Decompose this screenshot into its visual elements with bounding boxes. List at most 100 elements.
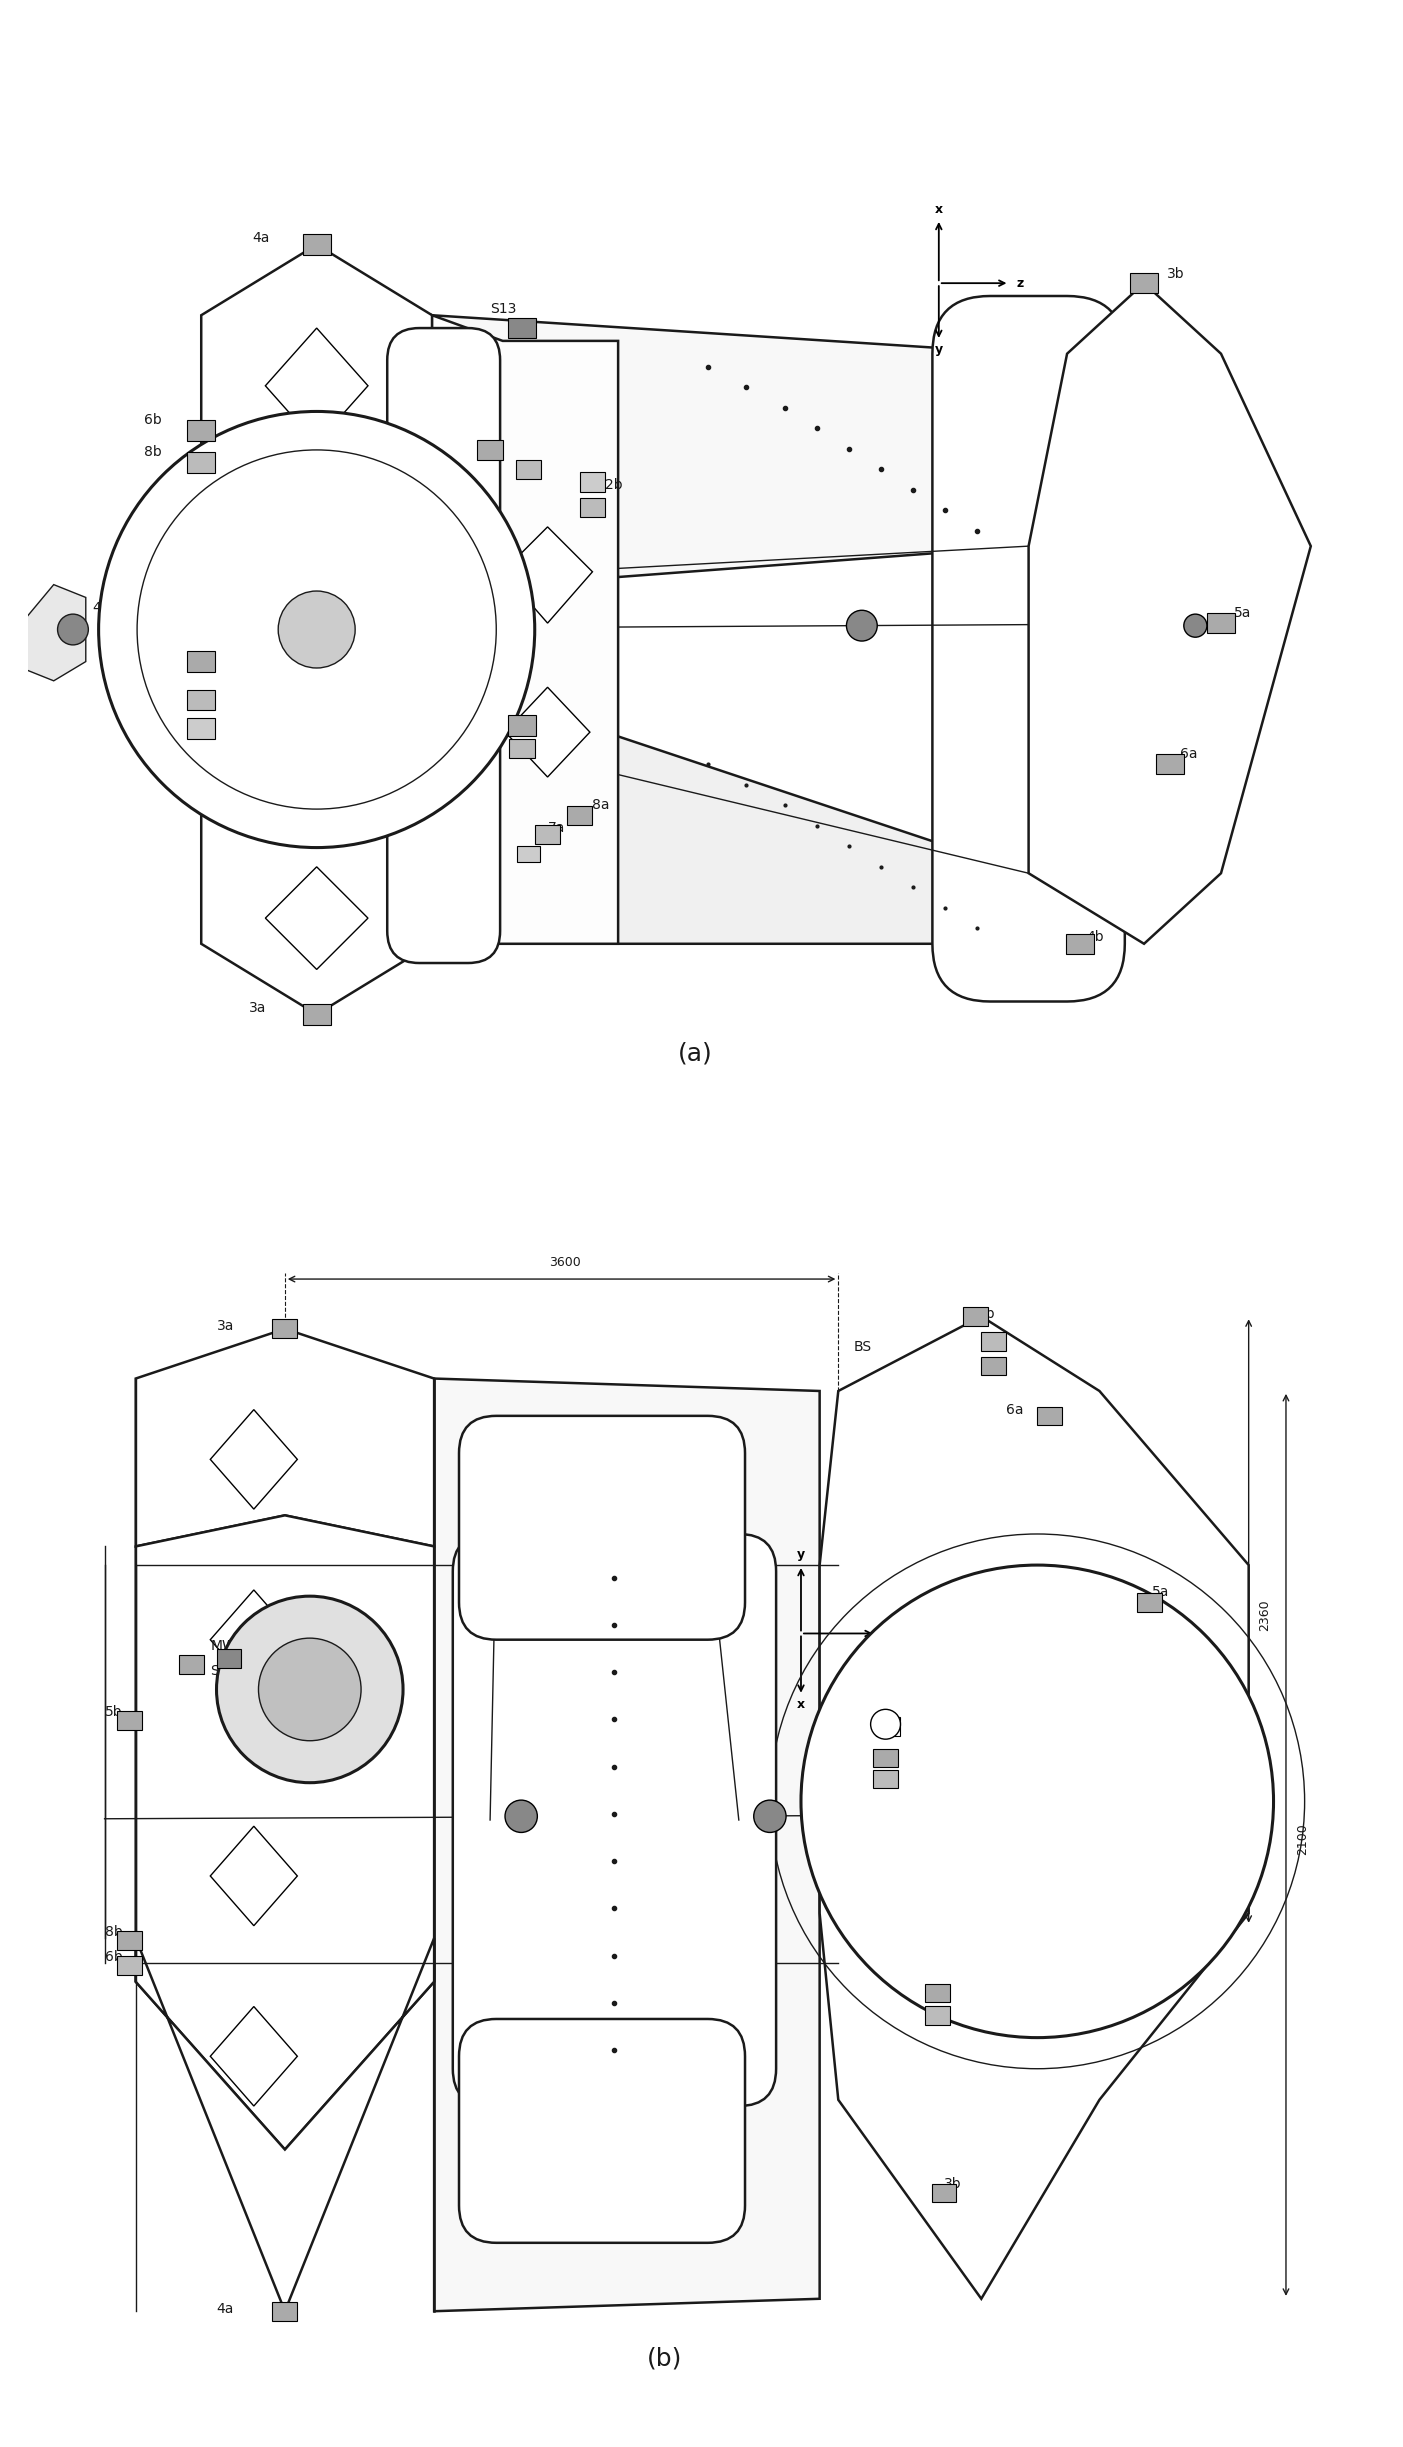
Circle shape — [58, 614, 88, 646]
FancyBboxPatch shape — [387, 700, 499, 964]
Text: 5b: 5b — [143, 644, 161, 658]
Text: z: z — [1016, 277, 1024, 289]
Bar — [567, 805, 592, 825]
FancyBboxPatch shape — [459, 1417, 745, 1639]
Polygon shape — [201, 629, 432, 1016]
Circle shape — [490, 1696, 739, 1945]
Text: 7b: 7b — [944, 1980, 961, 1992]
Text: MW: MW — [210, 1639, 236, 1652]
Circle shape — [216, 1595, 403, 1784]
Text: z: z — [882, 1627, 891, 1639]
Text: 3b: 3b — [944, 2178, 961, 2193]
Text: 5a: 5a — [1152, 1586, 1169, 1600]
Text: 2360: 2360 — [1258, 1598, 1271, 1630]
Polygon shape — [502, 526, 592, 624]
Bar — [516, 847, 540, 861]
Text: 490N: 490N — [93, 600, 129, 614]
Text: 2a: 2a — [894, 1745, 912, 1759]
Polygon shape — [505, 688, 589, 778]
Text: 5b: 5b — [105, 1706, 122, 1718]
Text: S13: S13 — [490, 301, 516, 316]
Text: 4a: 4a — [253, 232, 269, 245]
Polygon shape — [136, 1329, 434, 1547]
Polygon shape — [1028, 284, 1310, 945]
Text: y: y — [934, 343, 943, 357]
Text: 2100: 2100 — [1296, 1823, 1309, 1855]
Circle shape — [1184, 614, 1207, 636]
Text: 6a: 6a — [1006, 1402, 1024, 1417]
Text: S62: S62 — [143, 712, 170, 727]
Polygon shape — [434, 1378, 819, 2312]
Text: 3600: 3600 — [549, 1255, 581, 1270]
Bar — [216, 1649, 241, 1669]
Text: y: y — [797, 1549, 805, 1561]
Bar — [477, 440, 502, 460]
Bar — [873, 1750, 898, 1767]
Bar — [926, 1985, 950, 2002]
Polygon shape — [136, 1515, 434, 2148]
FancyBboxPatch shape — [459, 2019, 745, 2244]
Text: S43: S43 — [210, 1664, 237, 1679]
FancyBboxPatch shape — [387, 328, 499, 648]
Bar — [272, 2303, 297, 2320]
Text: (a): (a) — [678, 1042, 713, 1064]
Polygon shape — [201, 245, 432, 629]
Bar — [509, 739, 535, 759]
Bar — [187, 717, 215, 739]
Bar — [303, 235, 331, 254]
Text: 7a: 7a — [547, 822, 565, 834]
Polygon shape — [432, 316, 1028, 592]
Text: 2b: 2b — [605, 477, 623, 492]
Circle shape — [98, 411, 535, 847]
Text: 3a: 3a — [248, 1001, 267, 1016]
Text: (b): (b) — [647, 2347, 682, 2371]
Text: BS: BS — [853, 1341, 871, 1356]
Bar — [1156, 754, 1184, 773]
Circle shape — [871, 1710, 901, 1740]
Bar — [508, 715, 536, 737]
Bar — [926, 2007, 950, 2024]
Bar — [187, 421, 215, 440]
Text: 8b: 8b — [105, 1926, 122, 1938]
Text: 4b: 4b — [1086, 930, 1104, 945]
Text: 8a: 8a — [592, 798, 610, 812]
Text: 3b: 3b — [1167, 267, 1184, 281]
Polygon shape — [819, 1316, 1249, 2298]
Bar — [187, 690, 215, 710]
Circle shape — [846, 609, 877, 641]
Bar — [180, 1654, 203, 1674]
Text: 4b: 4b — [978, 1307, 995, 1321]
Polygon shape — [210, 1409, 297, 1510]
Text: 8b: 8b — [143, 445, 161, 460]
Bar — [1129, 274, 1157, 294]
Bar — [116, 1931, 142, 1950]
Bar — [508, 318, 536, 338]
FancyBboxPatch shape — [933, 296, 1125, 1001]
Text: 6a: 6a — [1180, 746, 1198, 761]
Polygon shape — [8, 585, 86, 680]
Polygon shape — [210, 1591, 297, 1688]
Circle shape — [753, 1801, 786, 1833]
Bar — [932, 2183, 957, 2202]
Bar — [981, 1331, 1006, 1351]
Bar — [187, 651, 215, 673]
Bar — [579, 499, 605, 516]
Circle shape — [278, 592, 355, 668]
Text: 3a: 3a — [216, 1319, 234, 1334]
Bar — [1136, 1593, 1162, 1613]
Text: 4a: 4a — [216, 2303, 234, 2315]
Polygon shape — [210, 1825, 297, 1926]
Bar — [272, 1319, 297, 1339]
Circle shape — [505, 1801, 537, 1833]
Text: 6b: 6b — [105, 1950, 122, 1965]
Bar — [116, 1710, 142, 1730]
Bar — [515, 460, 542, 480]
Text: 5a: 5a — [1233, 607, 1251, 619]
Text: 6b: 6b — [143, 414, 161, 428]
Text: MW: MW — [432, 445, 457, 460]
Bar — [1066, 932, 1094, 954]
Bar — [116, 1955, 142, 1975]
Polygon shape — [265, 866, 368, 969]
Polygon shape — [210, 2007, 297, 2107]
Polygon shape — [432, 316, 619, 945]
